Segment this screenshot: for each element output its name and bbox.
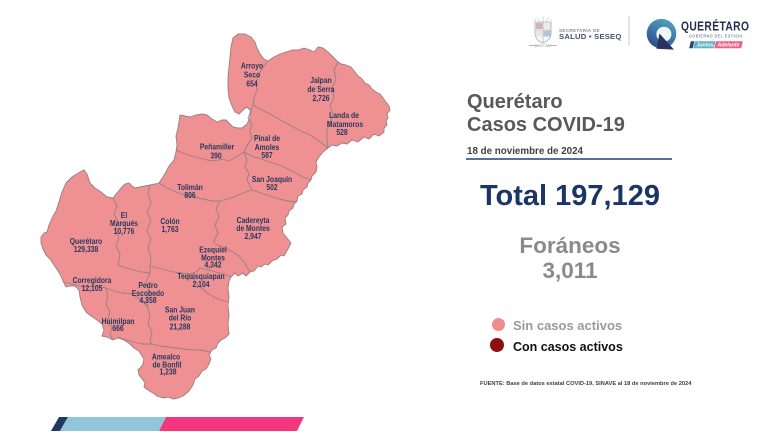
svg-text:Montes: Montes xyxy=(201,253,225,263)
svg-text:San Joaquín: San Joaquín xyxy=(252,174,293,184)
svg-text:Tequisquiapan: Tequisquiapan xyxy=(177,271,225,281)
svg-text:2,947: 2,947 xyxy=(245,231,262,241)
svg-text:654: 654 xyxy=(246,79,258,89)
svg-text:Seco: Seco xyxy=(244,70,261,80)
svg-text:Pinal de: Pinal de xyxy=(254,133,280,143)
svg-text:QUERÉTARO: QUERÉTARO xyxy=(535,43,552,49)
svg-text:San Juan: San Juan xyxy=(165,305,196,315)
svg-text:Escobedo: Escobedo xyxy=(132,288,165,298)
svg-text:del Río: del Río xyxy=(169,313,192,323)
svg-text:Tolimán: Tolimán xyxy=(177,182,203,192)
svg-text:Pedro: Pedro xyxy=(138,280,158,290)
svg-text:Arroyo: Arroyo xyxy=(241,61,264,71)
svg-text:21,288: 21,288 xyxy=(170,322,191,332)
svg-text:587: 587 xyxy=(261,150,272,160)
svg-text:Amoles: Amoles xyxy=(255,142,280,152)
svg-text:12,105: 12,105 xyxy=(82,283,103,293)
svg-text:4,342: 4,342 xyxy=(205,260,222,270)
svg-text:Querétaro: Querétaro xyxy=(70,236,103,246)
svg-text:Colón: Colón xyxy=(160,216,180,226)
svg-text:El: El xyxy=(121,210,127,220)
svg-text:2,726: 2,726 xyxy=(313,93,330,103)
svg-text:806: 806 xyxy=(184,190,195,200)
svg-text:Jalpan: Jalpan xyxy=(310,75,332,85)
svg-text:Adelante: Adelante xyxy=(717,42,740,48)
svg-text:1,763: 1,763 xyxy=(162,224,179,234)
svg-text:Juntos,: Juntos, xyxy=(697,42,715,48)
svg-text:Ezequiel: Ezequiel xyxy=(199,245,227,255)
svg-text:Marqués: Marqués xyxy=(110,218,138,228)
svg-text:GOBIERNO DEL ESTADO: GOBIERNO DEL ESTADO xyxy=(689,33,743,39)
svg-text:390: 390 xyxy=(210,151,221,161)
svg-text:528: 528 xyxy=(336,127,347,137)
svg-text:1,238: 1,238 xyxy=(160,367,177,377)
svg-text:129,338: 129,338 xyxy=(74,244,99,254)
svg-text:de Bonfil: de Bonfil xyxy=(152,360,181,370)
svg-text:Peñamiller: Peñamiller xyxy=(200,142,234,152)
svg-text:Huimilpan: Huimilpan xyxy=(102,316,135,326)
svg-text:502: 502 xyxy=(266,182,277,192)
svg-text:666: 666 xyxy=(112,323,123,333)
svg-text:Cadereyta: Cadereyta xyxy=(237,215,271,225)
svg-text:Matamoros: Matamoros xyxy=(327,119,363,129)
svg-text:QUERÉTARO: QUERÉTARO xyxy=(681,19,749,33)
svg-text:de Montes: de Montes xyxy=(236,223,270,233)
svg-text:10,776: 10,776 xyxy=(114,226,135,236)
svg-text:de Serra: de Serra xyxy=(307,84,335,94)
svg-text:4,358: 4,358 xyxy=(140,295,157,305)
svg-text:Amealco: Amealco xyxy=(152,352,181,362)
svg-text:Landa de: Landa de xyxy=(329,110,359,120)
svg-text:Corregidora: Corregidora xyxy=(73,275,113,285)
svg-text:2,104: 2,104 xyxy=(193,279,211,289)
